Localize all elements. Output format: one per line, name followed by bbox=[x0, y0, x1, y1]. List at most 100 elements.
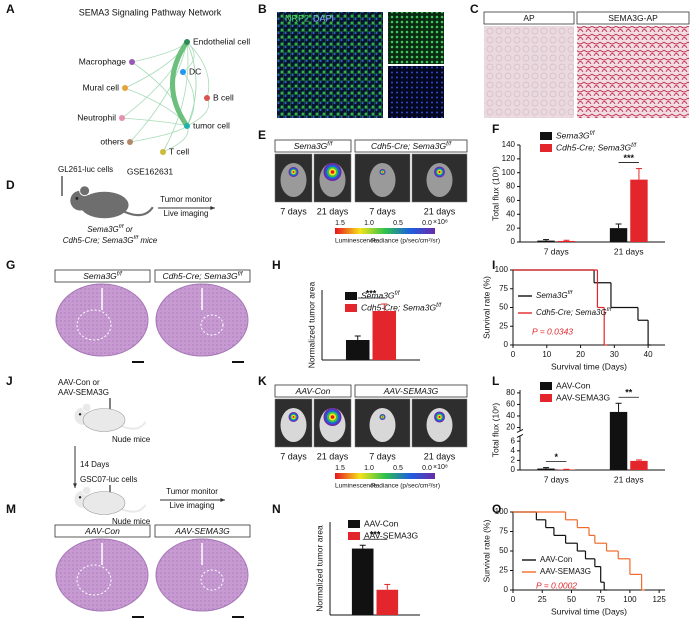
colorbar-tick: 0.5 bbox=[393, 465, 403, 472]
mouse-body bbox=[82, 408, 125, 432]
network-title: SEMA3 Signaling Pathway Network bbox=[79, 7, 222, 17]
network-node bbox=[204, 95, 210, 101]
panel-letter: G bbox=[6, 258, 15, 272]
mouse-ear bbox=[79, 185, 90, 197]
header-box bbox=[54, 269, 151, 283]
legend-label: AAV-Con bbox=[556, 380, 591, 390]
superscript: f/f bbox=[133, 235, 139, 241]
group-label: AAV-Con bbox=[295, 386, 331, 396]
legend-swatch bbox=[540, 382, 552, 390]
colorbar bbox=[335, 473, 435, 479]
colorbar-tick: 0.0 bbox=[422, 220, 432, 227]
panel-letter: D bbox=[6, 178, 15, 192]
legend-label: AAV-SEMA3G bbox=[556, 392, 610, 402]
header-box bbox=[354, 384, 468, 398]
x-tick-label: 100 bbox=[623, 595, 637, 604]
mouse-eye bbox=[78, 413, 82, 416]
significance-label: * bbox=[554, 452, 558, 462]
luminescence-signal bbox=[330, 170, 335, 174]
x-tick-label: 20 bbox=[576, 350, 585, 359]
bar bbox=[609, 228, 628, 242]
timepoint-label: 21 days bbox=[424, 206, 456, 216]
network-node bbox=[129, 59, 135, 65]
x-tick-label: 0 bbox=[511, 350, 516, 359]
node-label: Mural cell bbox=[83, 82, 119, 92]
network-edge bbox=[186, 41, 210, 99]
y-tick-label: 40 bbox=[506, 411, 515, 420]
channel-label: NRP2 bbox=[285, 13, 309, 23]
legend-label: AAV-Con bbox=[364, 518, 399, 528]
luminescence-signal bbox=[438, 415, 441, 419]
bar bbox=[537, 468, 555, 470]
mouse-body bbox=[82, 491, 125, 515]
header-box bbox=[274, 384, 352, 398]
y-axis-label: Survival rate (%) bbox=[481, 276, 491, 339]
y-tick-label: 60 bbox=[506, 400, 515, 409]
tumor-outline bbox=[76, 564, 112, 596]
mouse bbox=[70, 185, 154, 219]
x-tick-label: 125 bbox=[652, 595, 666, 604]
legend-swatch bbox=[540, 144, 552, 152]
brain-section bbox=[55, 538, 149, 612]
superscript: f/f bbox=[238, 271, 244, 277]
axis-break bbox=[516, 428, 524, 433]
mouse-image bbox=[426, 408, 453, 442]
y-tick-label: 100 bbox=[502, 168, 516, 177]
group-label: AP bbox=[523, 13, 535, 23]
colorbar-tick: 0.5 bbox=[393, 220, 403, 227]
group-label: Cdh5-Cre; Sema3Gf/f bbox=[162, 271, 243, 281]
network-edge bbox=[121, 117, 188, 127]
node-label: others bbox=[100, 136, 124, 146]
group-label: AAV-SEMA3G bbox=[383, 386, 439, 396]
legend-label: AAV-Con bbox=[540, 555, 572, 564]
y-axis-label: Normalized tumor area bbox=[306, 282, 316, 369]
network-edge bbox=[182, 71, 195, 127]
channel-label: DAPI bbox=[313, 13, 334, 23]
step-label: Tumor monitor bbox=[160, 195, 212, 204]
mouse-outline bbox=[82, 408, 126, 432]
colorbar-right-label: Radiance (p/sec/cm²/sr) bbox=[371, 483, 440, 490]
network-node bbox=[119, 115, 125, 121]
p-value: P = 0.0343 bbox=[532, 326, 573, 336]
legend-swatch bbox=[345, 292, 357, 300]
mouse-image bbox=[280, 408, 307, 442]
group-label: SEMA3G-AP bbox=[608, 13, 658, 23]
y-tick-label: 100 bbox=[495, 265, 509, 274]
tumor-outline bbox=[200, 314, 224, 336]
y-tick-label: 25 bbox=[499, 321, 508, 330]
mouse bbox=[74, 485, 147, 515]
arrow-head bbox=[220, 498, 225, 502]
x-tick-label: 75 bbox=[596, 595, 605, 604]
y-axis-label: Total flux (10⁶) bbox=[490, 403, 500, 458]
bar bbox=[609, 411, 628, 470]
node-label: Macrophage bbox=[79, 56, 127, 66]
node-label: Endothelial cell bbox=[193, 36, 250, 46]
bar bbox=[345, 340, 370, 360]
mouse bbox=[74, 402, 147, 432]
luminescence-signal bbox=[438, 170, 441, 174]
mouse-image bbox=[426, 163, 453, 197]
node-label: tumor cell bbox=[193, 120, 230, 130]
legend-swatch bbox=[540, 394, 552, 402]
legend-swatch bbox=[348, 532, 360, 540]
tumor-outline bbox=[76, 309, 112, 341]
y-tick-label: 50 bbox=[499, 546, 508, 555]
panel-letter: E bbox=[258, 128, 266, 142]
significance-label: *** bbox=[370, 530, 381, 540]
sema3g-ap-image bbox=[577, 26, 689, 118]
group-label: AAV-SEMA3G bbox=[174, 526, 230, 536]
mouse-body bbox=[80, 191, 129, 219]
y-tick-label: 6 bbox=[511, 436, 516, 445]
x-tick-label: 21 days bbox=[614, 474, 644, 484]
bar bbox=[351, 548, 374, 615]
y-tick-label: 20 bbox=[506, 423, 515, 432]
network-node bbox=[180, 69, 186, 75]
ap-image bbox=[484, 26, 574, 118]
y-tick-label: 100 bbox=[495, 507, 509, 516]
cells-label: GL261-luc cells bbox=[58, 165, 113, 174]
treatment-label: AAV-SEMA3G bbox=[58, 388, 109, 397]
superscript: f/f bbox=[436, 303, 442, 309]
significance-label: ** bbox=[625, 388, 633, 398]
colorbar-tick: 1.0 bbox=[364, 220, 374, 227]
legend-label: AAV-SEMA3G bbox=[364, 530, 418, 540]
